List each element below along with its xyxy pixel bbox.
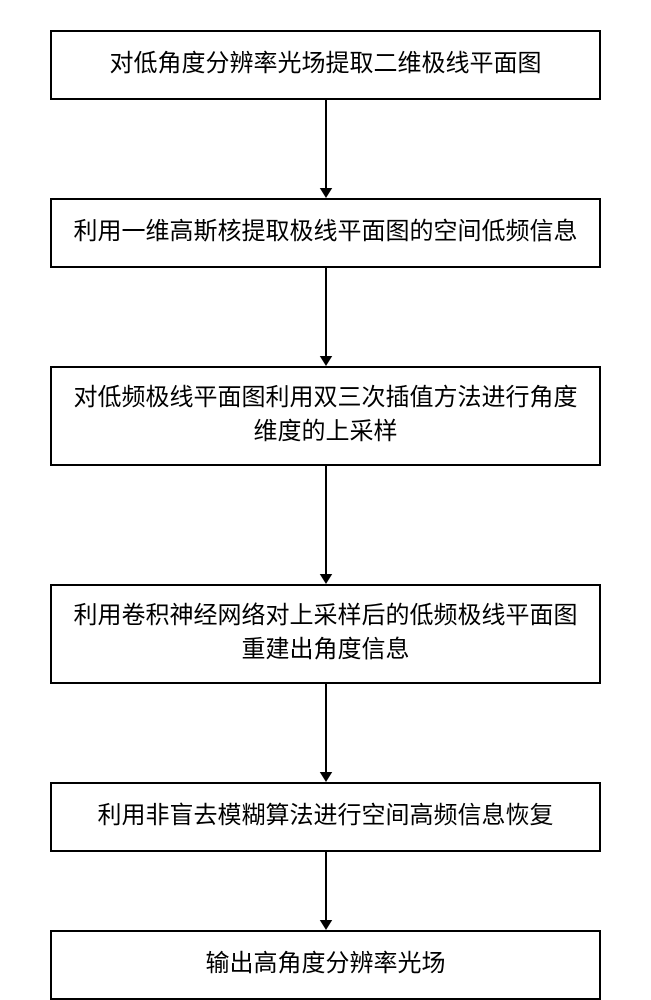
flow-arrow-n2-n3 xyxy=(314,268,338,366)
flow-node-label: 对低角度分辨率光场提取二维极线平面图 xyxy=(110,48,542,82)
flow-node-label: 利用卷积神经网络对上采样后的低频极线平面图 重建出角度信息 xyxy=(74,600,578,667)
flow-node-label: 对低频极线平面图利用双三次插值方法进行角度 维度的上采样 xyxy=(74,382,578,449)
flow-node-label: 利用非盲去模糊算法进行空间高频信息恢复 xyxy=(98,800,554,834)
flow-node-n4: 利用卷积神经网络对上采样后的低频极线平面图 重建出角度信息 xyxy=(50,584,601,684)
flow-node-n5: 利用非盲去模糊算法进行空间高频信息恢复 xyxy=(50,782,601,852)
flow-node-label: 利用一维高斯核提取极线平面图的空间低频信息 xyxy=(74,216,578,250)
flow-arrow-n3-n4 xyxy=(314,466,338,584)
flow-node-n1: 对低角度分辨率光场提取二维极线平面图 xyxy=(50,30,601,100)
flow-node-n6: 输出高角度分辨率光场 xyxy=(50,930,601,1000)
flow-node-n3: 对低频极线平面图利用双三次插值方法进行角度 维度的上采样 xyxy=(50,366,601,466)
flow-node-label: 输出高角度分辨率光场 xyxy=(206,948,446,982)
flow-arrow-n5-n6 xyxy=(314,852,338,930)
flow-arrow-n1-n2 xyxy=(314,100,338,198)
flow-arrow-n4-n5 xyxy=(314,684,338,782)
flow-node-n2: 利用一维高斯核提取极线平面图的空间低频信息 xyxy=(50,198,601,268)
